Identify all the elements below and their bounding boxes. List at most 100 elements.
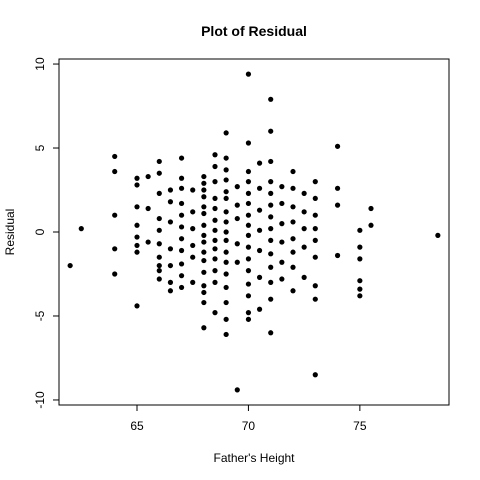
data-point (312, 372, 318, 378)
data-point (156, 268, 162, 274)
data-point (212, 227, 218, 233)
chart-title: Plot of Residual (201, 23, 307, 39)
y-tick-label: -10 (33, 391, 47, 409)
data-point (178, 185, 185, 191)
data-point (245, 293, 252, 299)
scatter-points (67, 71, 441, 393)
data-point (223, 155, 229, 161)
data-point (334, 202, 341, 208)
data-point (178, 284, 185, 291)
data-point (201, 194, 207, 200)
data-point (290, 249, 296, 255)
data-point (334, 143, 341, 149)
data-point (112, 246, 118, 252)
data-point (279, 221, 285, 227)
data-point (212, 279, 218, 285)
data-point (78, 226, 84, 232)
data-point (268, 264, 274, 270)
data-point (112, 153, 118, 160)
data-point (190, 226, 196, 232)
data-point (145, 173, 151, 180)
data-point (256, 207, 263, 213)
data-point (223, 130, 229, 136)
data-point (256, 274, 263, 280)
data-point (145, 239, 151, 245)
data-point (134, 249, 140, 255)
data-point (290, 185, 296, 191)
data-point (234, 259, 240, 265)
data-point (245, 281, 252, 287)
data-point (268, 279, 274, 285)
data-point (167, 262, 174, 269)
data-point (201, 289, 207, 296)
data-point (268, 237, 274, 243)
data-point (245, 310, 252, 316)
data-point (245, 222, 252, 228)
data-point (156, 227, 162, 233)
data-point (245, 168, 252, 175)
data-point (245, 244, 252, 250)
data-point (268, 251, 274, 257)
data-point (145, 205, 151, 212)
data-point (357, 256, 363, 262)
data-point (223, 249, 229, 255)
data-point (201, 283, 207, 289)
data-point (268, 190, 274, 196)
data-point (245, 140, 252, 146)
data-point (156, 215, 162, 222)
y-axis-label: Residual (3, 209, 17, 256)
data-point (245, 232, 252, 238)
data-point (178, 175, 185, 181)
data-point (312, 237, 318, 243)
data-point (190, 187, 196, 193)
data-point (334, 185, 341, 191)
data-point (112, 212, 118, 218)
data-point (156, 276, 162, 282)
data-point (268, 330, 274, 336)
data-point (312, 212, 318, 218)
data-point (223, 195, 229, 202)
data-point (312, 179, 318, 185)
data-point (212, 217, 218, 223)
data-point (301, 274, 307, 280)
data-point (167, 246, 174, 252)
data-point (268, 296, 274, 302)
data-point (223, 331, 229, 338)
data-point (134, 242, 140, 249)
data-point (334, 252, 341, 259)
data-point (245, 316, 252, 322)
data-point (156, 190, 162, 196)
data-point (357, 286, 363, 292)
data-point (212, 163, 218, 170)
data-point (201, 187, 207, 193)
data-point (368, 222, 374, 228)
data-point (245, 71, 252, 77)
x-axis: 65 70 75 (130, 405, 367, 433)
data-point (201, 222, 207, 228)
data-point (312, 254, 318, 260)
data-point (190, 209, 196, 215)
data-point (201, 173, 207, 180)
data-point (156, 170, 162, 176)
data-point (201, 204, 207, 210)
data-point (112, 168, 118, 175)
y-tick-label: 10 (33, 57, 47, 71)
data-point (212, 256, 218, 262)
data-point (357, 278, 363, 284)
data-point (245, 190, 252, 196)
data-point (212, 152, 218, 158)
data-point (312, 296, 318, 302)
data-point (357, 227, 363, 233)
data-point (435, 232, 441, 238)
data-point (134, 175, 140, 181)
data-point (178, 200, 185, 207)
data-point (357, 244, 363, 250)
data-point (234, 184, 240, 190)
y-tick-label: -5 (33, 310, 47, 321)
data-point (234, 241, 240, 247)
data-point (67, 262, 73, 269)
data-point (167, 279, 174, 285)
data-point (256, 185, 263, 191)
data-point (290, 264, 296, 270)
data-point (223, 209, 229, 215)
